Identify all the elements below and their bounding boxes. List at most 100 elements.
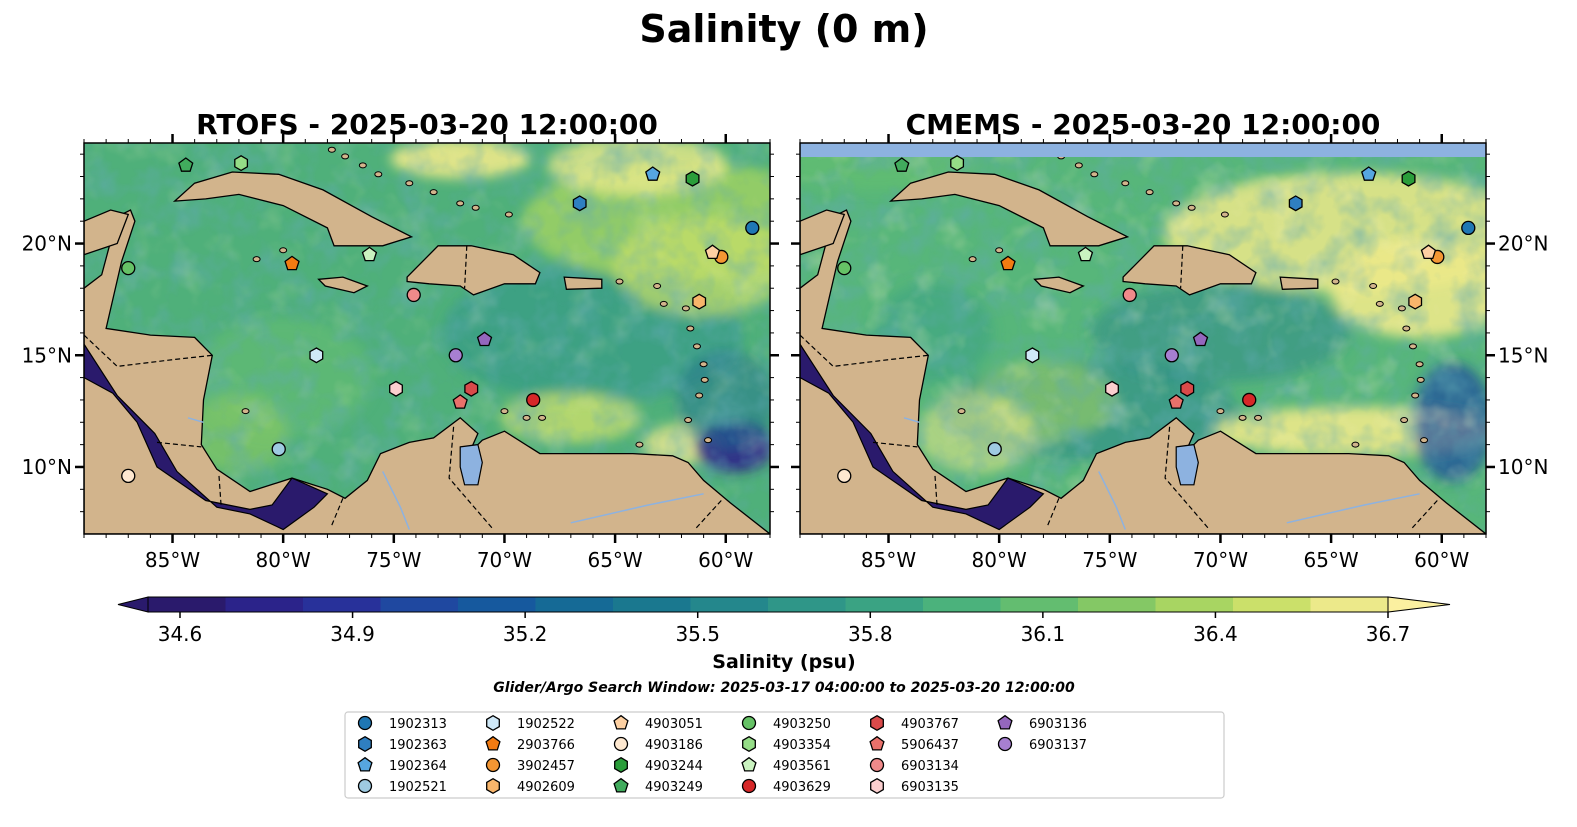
colorbar-segment bbox=[535, 597, 614, 612]
legend-frame bbox=[344, 711, 1225, 799]
legend-marker-1902313 bbox=[357, 715, 373, 731]
x-tick-label: 75°W bbox=[366, 548, 421, 572]
x-tick-label: 70°W bbox=[1193, 548, 1248, 572]
float-marker-4903561 bbox=[1077, 246, 1094, 262]
float-marker-6903135 bbox=[389, 380, 403, 397]
x-tick-label: 80°W bbox=[972, 548, 1027, 572]
colorbar-segment bbox=[1233, 597, 1311, 612]
jamaica-land bbox=[1033, 276, 1085, 294]
float-marker-6903137 bbox=[448, 348, 463, 363]
float-marker-4903186 bbox=[121, 468, 136, 484]
float-marker-1902522 bbox=[1025, 347, 1040, 364]
float-marker-6903135 bbox=[1105, 380, 1119, 397]
float-marker-6903137 bbox=[1164, 348, 1179, 363]
legend-marker-4903186 bbox=[613, 736, 629, 752]
land-mass bbox=[84, 209, 770, 534]
colorbar-segment bbox=[380, 597, 459, 612]
x-tick-label: 85°W bbox=[861, 548, 916, 572]
legend-label: 3902457 bbox=[517, 759, 575, 774]
rtofs-map-panel: RTOFS - 2025-03-20 12:00:00 85°W 80°W 75°W 7… bbox=[22, 108, 779, 572]
float-marker-4903249 bbox=[894, 157, 910, 172]
cuba-land bbox=[888, 171, 1130, 247]
puertoRico-land bbox=[563, 276, 603, 290]
colorbar-segment bbox=[148, 597, 226, 612]
colorbar-segment bbox=[1155, 597, 1234, 612]
x-tick-label: 80°W bbox=[256, 548, 311, 572]
float-marker-6903134 bbox=[1122, 287, 1137, 303]
float-marker-4903244 bbox=[1401, 170, 1416, 187]
float-marker-4903244 bbox=[685, 170, 700, 187]
legend-label: 4903354 bbox=[773, 738, 831, 753]
colorbar-segment bbox=[458, 597, 536, 612]
float-marker-1902363 bbox=[1288, 195, 1303, 212]
y-tick-label: 10°N bbox=[1498, 455, 1548, 479]
colorbar-segment bbox=[923, 597, 1001, 612]
hispaniola-land bbox=[1122, 245, 1257, 296]
legend-label: 4903561 bbox=[773, 759, 831, 774]
lake-maracaibo bbox=[1175, 443, 1199, 486]
legend-marker-6903135 bbox=[870, 777, 884, 795]
colorbar-segment bbox=[768, 597, 846, 612]
float-marker-5906437 bbox=[1168, 394, 1184, 409]
colorbar-tick-label: 36.7 bbox=[1366, 622, 1411, 646]
colorbar-tick-label: 34.9 bbox=[330, 622, 375, 646]
legend-label: 4903629 bbox=[773, 780, 831, 795]
float-marker-4903186 bbox=[837, 468, 852, 484]
float-marker-1902521 bbox=[271, 441, 286, 457]
rtofs-panel-title: RTOFS - 2025-03-20 12:00:00 bbox=[196, 108, 658, 141]
float-marker-6903136 bbox=[1192, 331, 1209, 347]
hispaniola-land bbox=[406, 245, 541, 296]
float-marker-1902522 bbox=[309, 347, 324, 364]
float-marker-6903136 bbox=[476, 331, 493, 347]
colorbar-tick-label: 35.2 bbox=[503, 622, 548, 646]
float-marker-4902609 bbox=[1408, 293, 1423, 310]
legend-label: 6903136 bbox=[1029, 717, 1087, 732]
colorbar-tick-label: 34.6 bbox=[158, 622, 203, 646]
colorbar-tick-label: 35.8 bbox=[848, 622, 893, 646]
x-tick-label: 85°W bbox=[145, 548, 200, 572]
float-marker-5906437 bbox=[452, 394, 468, 409]
legend-marker-1902522 bbox=[486, 714, 500, 732]
float-marker-6903134 bbox=[406, 287, 421, 303]
legend-marker-4903249 bbox=[613, 777, 629, 793]
figure-title: Salinity (0 m) bbox=[639, 7, 928, 51]
legend-marker-1902521 bbox=[357, 778, 373, 794]
colorbar-segment bbox=[1310, 597, 1389, 612]
legend-label: 1902364 bbox=[389, 759, 447, 774]
colorbar-label: Salinity (psu) bbox=[712, 651, 855, 673]
x-tick-label: 65°W bbox=[1303, 548, 1358, 572]
float-marker-4903767 bbox=[1180, 380, 1195, 397]
float-marker-1902313 bbox=[1461, 220, 1476, 236]
colorbar-segment bbox=[1078, 597, 1156, 612]
y-tick-label: 20°N bbox=[1498, 232, 1548, 256]
x-tick-label: 65°W bbox=[587, 548, 642, 572]
legend-label: 5906437 bbox=[901, 738, 959, 753]
colorbar-segment bbox=[845, 597, 924, 612]
legend-marker-4903561 bbox=[741, 756, 757, 772]
legend-label: 1902313 bbox=[389, 717, 447, 732]
x-tick-label: 75°W bbox=[1082, 548, 1137, 572]
legend-marker-1902364 bbox=[357, 756, 373, 772]
float-marker-1902364 bbox=[645, 166, 661, 181]
legend-marker-6903134 bbox=[869, 757, 885, 773]
float-marker-4903629 bbox=[526, 392, 541, 408]
legend-marker-6903137 bbox=[997, 736, 1013, 752]
colorbar-extend-max bbox=[1387, 596, 1451, 613]
map-frame bbox=[83, 142, 771, 535]
legend-marker-4903244 bbox=[614, 756, 628, 774]
map-frame bbox=[799, 142, 1487, 535]
x-tick-label: 60°W bbox=[1414, 548, 1469, 572]
legend-label: 4903186 bbox=[645, 738, 703, 753]
float-marker-2903766 bbox=[284, 255, 300, 271]
colorbar-tick-label: 36.4 bbox=[1193, 622, 1238, 646]
float-marker-1902364 bbox=[1361, 166, 1377, 181]
float-marker-1902363 bbox=[572, 195, 587, 212]
float-marker-4903354 bbox=[950, 155, 965, 172]
y-tick-label: 15°N bbox=[22, 343, 72, 367]
legend-marker-2903766 bbox=[485, 735, 501, 751]
legend-marker-5906437 bbox=[869, 735, 885, 751]
legend-label: 6903134 bbox=[901, 759, 959, 774]
jamaica-land bbox=[317, 276, 369, 294]
colorbar-segment bbox=[690, 597, 769, 612]
